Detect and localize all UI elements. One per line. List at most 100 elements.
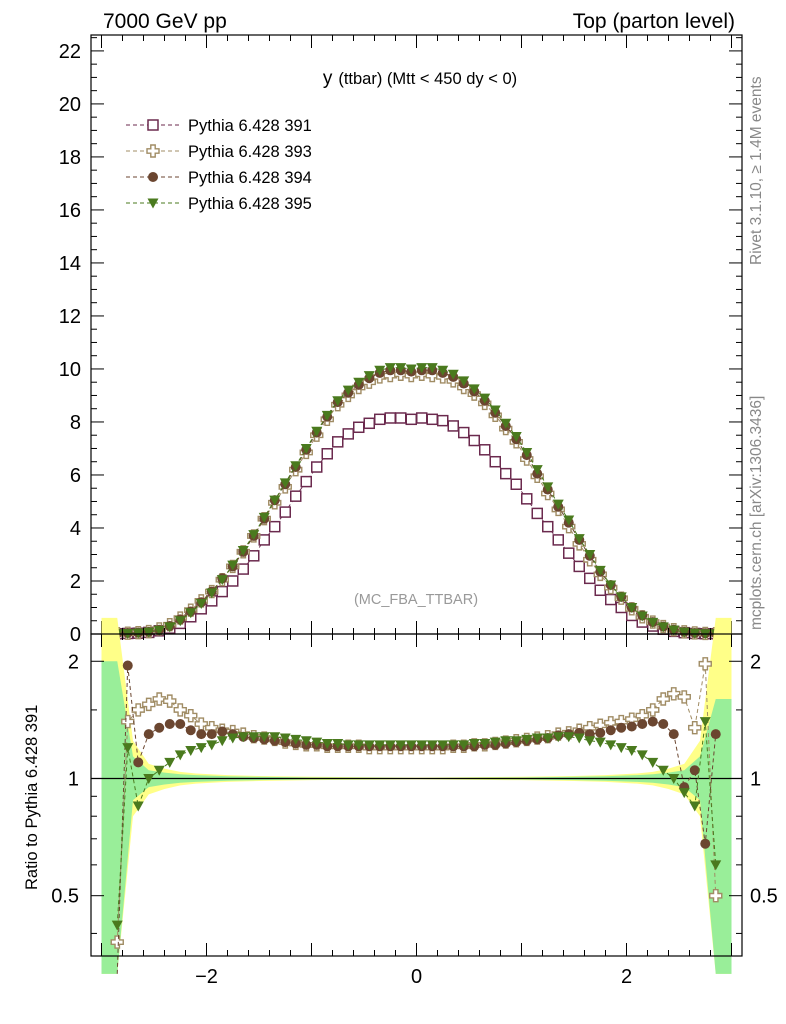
ratio-data-point [616, 722, 627, 733]
main-data-point [668, 625, 680, 636]
ratio-data-point [384, 740, 396, 751]
ratio-y-tick-label-right: 1 [750, 768, 761, 790]
main-data-point [594, 565, 606, 576]
ratio-series-line [116, 663, 717, 943]
main-data-point [290, 490, 302, 502]
ratio-data-point [595, 727, 606, 738]
main-data-point [563, 547, 575, 559]
ratio-series-2 [116, 660, 721, 974]
main-data-point [584, 572, 596, 585]
ratio-data-point [163, 694, 177, 708]
main-data-point [258, 512, 270, 523]
ratio-data-point [668, 773, 680, 784]
ratio-data-point [258, 732, 270, 743]
ratio-data-point [217, 726, 228, 737]
ratio-data-point [479, 738, 491, 749]
ratio-data-point [206, 740, 218, 751]
main-data-point [426, 413, 438, 426]
main-data-point [626, 602, 638, 613]
main-data-point [500, 467, 512, 480]
mcplots-label: mcplots.cern.ch [arXiv:1306.3436] [748, 396, 765, 630]
main-data-point [605, 580, 617, 591]
legend-marker [147, 198, 159, 209]
ratio-data-point [216, 736, 228, 747]
main-data-point [521, 493, 533, 505]
ratio-y-tick-label-right: 0.5 [750, 886, 778, 908]
main-data-point [206, 588, 218, 599]
y-tick-label: 14 [59, 253, 81, 275]
main-data-point [321, 448, 333, 460]
main-data-point [405, 413, 417, 426]
main-data-point [636, 611, 648, 622]
ratio-data-point [542, 733, 554, 744]
main-data-point [269, 495, 281, 506]
ratio-plot-data [110, 657, 723, 974]
ratio-data-point [584, 736, 596, 747]
ratio-series-3 [111, 717, 722, 931]
main-data-point [227, 560, 239, 571]
ratio-data-point [615, 743, 627, 754]
legend-marker [146, 144, 160, 158]
main-data-point [237, 546, 249, 557]
legend-marker [148, 172, 158, 182]
ratio-data-point [605, 725, 616, 736]
ratio-data-point [353, 740, 365, 751]
rivet-label: Rivet 3.1.10, ≥ 1.4M events [748, 76, 765, 265]
main-data-point [216, 585, 228, 598]
main-data-point [479, 393, 491, 404]
main-data-point [584, 549, 596, 560]
ratio-data-point [206, 729, 217, 740]
main-data-point [269, 520, 281, 533]
y-tick-label: 20 [59, 94, 81, 116]
ratio-y-tick-label-right: 2 [750, 651, 761, 673]
ratio-data-point [605, 740, 617, 751]
y-tick-label: 10 [59, 359, 81, 381]
ratio-data-point [689, 801, 701, 812]
main-panel: 0 2 4 6 8 10 12 14 16 18 20 22 y (ttbar) (Mtt < 450 … [59, 34, 743, 646]
analysis-tag: (MC_FBA_TTBAR) [354, 592, 478, 608]
ratio-data-point [710, 729, 721, 740]
main-data-point [374, 413, 386, 426]
ratio-data-point [552, 732, 564, 743]
ratio-data-point [709, 888, 723, 903]
main-data-point [605, 593, 617, 606]
ratio-data-point [657, 765, 669, 776]
ratio-y-axis-label: Ratio to Pythia 6.428 391 [23, 705, 41, 890]
main-data-point [258, 534, 270, 546]
main-data-point [248, 550, 260, 562]
y-tick-label: 18 [59, 147, 81, 169]
main-data-point [384, 363, 396, 374]
header-left-label: 7000 GeV pp [103, 10, 227, 33]
main-data-point [479, 444, 491, 456]
main-data-point [521, 447, 533, 458]
ratio-data-point [521, 734, 533, 745]
main-data-point [542, 482, 554, 493]
main-data-point [374, 365, 386, 376]
main-data-point [185, 608, 197, 619]
ratio-data-point [342, 740, 354, 751]
main-data-point [615, 592, 627, 603]
y-tick-label: 12 [59, 306, 81, 328]
main-data-point [416, 412, 428, 424]
ratio-data-point [458, 740, 470, 751]
y-tick-label: 22 [59, 41, 81, 63]
legend: Pythia 6.428 391 Pythia 6.428 393 Pythia 6… [126, 117, 312, 213]
main-data-point [342, 428, 354, 440]
main-data-point [552, 499, 564, 510]
x-tick-label: 0 [411, 966, 422, 988]
legend-entry: Pythia 6.428 391 [126, 117, 312, 135]
main-data-point [153, 625, 165, 636]
ratio-data-point [668, 729, 679, 740]
ratio-data-point [416, 740, 428, 751]
legend-entry: Pythia 6.428 395 [126, 195, 312, 213]
ratio-data-point [573, 733, 585, 744]
ratio-data-point [195, 743, 207, 754]
ratio-data-point [637, 719, 648, 730]
legend-label: Pythia 6.428 395 [188, 195, 312, 213]
main-data-point [468, 384, 480, 395]
y-tick-label: 0 [70, 624, 81, 646]
ratio-data-point [688, 721, 702, 735]
ratio-data-point [700, 838, 711, 849]
main-data-point [458, 426, 470, 439]
ratio-data-point [142, 697, 156, 712]
